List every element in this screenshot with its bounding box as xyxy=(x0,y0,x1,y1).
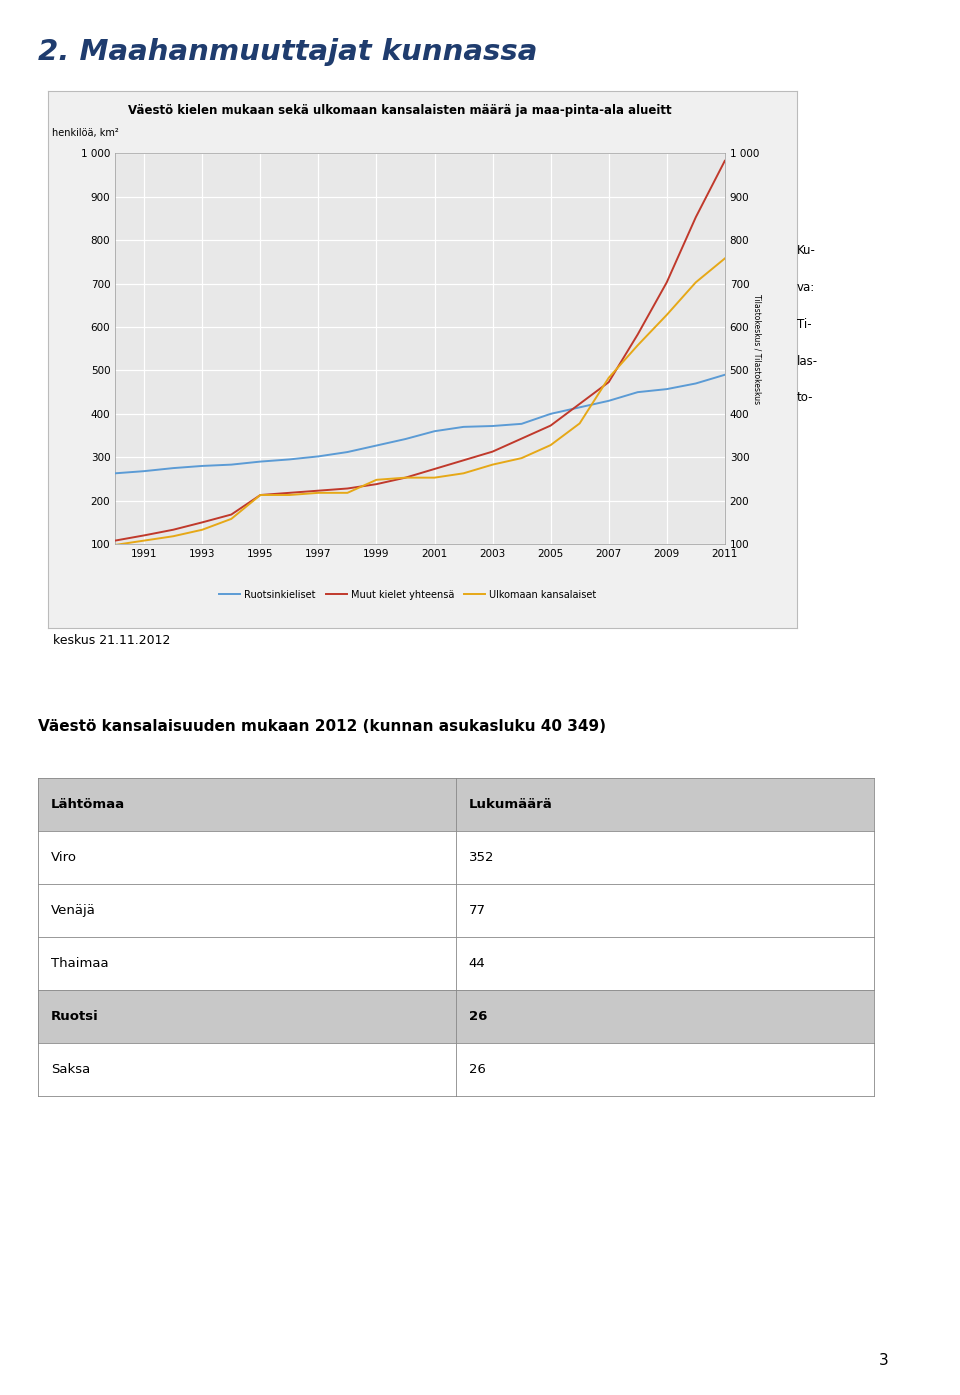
Text: Thaimaa: Thaimaa xyxy=(51,957,108,971)
Text: 26: 26 xyxy=(468,1063,486,1077)
Text: 26: 26 xyxy=(468,1010,487,1024)
Text: 352: 352 xyxy=(468,851,494,865)
Text: Väestö kielen mukaan sekä ulkomaan kansalaisten määrä ja maa-pinta-ala alueitt: Väestö kielen mukaan sekä ulkomaan kansa… xyxy=(128,105,672,117)
Text: Ku-: Ku- xyxy=(797,244,816,257)
Text: va:: va: xyxy=(797,280,815,294)
Text: Ti-: Ti- xyxy=(797,318,811,331)
Text: keskus 21.11.2012: keskus 21.11.2012 xyxy=(53,633,170,647)
Text: Venäjä: Venäjä xyxy=(51,904,96,918)
Text: Saksa: Saksa xyxy=(51,1063,90,1077)
Text: las-: las- xyxy=(797,354,818,368)
Text: Viro: Viro xyxy=(51,851,77,865)
Text: Ruotsi: Ruotsi xyxy=(51,1010,99,1024)
Text: Lukumäärä: Lukumäärä xyxy=(468,798,552,812)
Y-axis label: Tilastokeskus / Tilastokeskus: Tilastokeskus / Tilastokeskus xyxy=(753,294,762,403)
Text: henkilöä, km²: henkilöä, km² xyxy=(52,128,118,138)
Text: 2. Maahanmuuttajat kunnassa: 2. Maahanmuuttajat kunnassa xyxy=(38,38,538,66)
Text: 44: 44 xyxy=(468,957,485,971)
Text: 3: 3 xyxy=(878,1353,888,1368)
Text: Lähtömaa: Lähtömaa xyxy=(51,798,125,812)
Text: Väestö kansalaisuuden mukaan 2012 (kunnan asukasluku 40 349): Väestö kansalaisuuden mukaan 2012 (kunna… xyxy=(38,720,607,734)
Text: to-: to- xyxy=(797,392,813,405)
Legend: Ruotsinkieliset, Muut kielet yhteensä, Ulkomaan kansalaiset: Ruotsinkieliset, Muut kielet yhteensä, U… xyxy=(215,586,600,604)
Text: 77: 77 xyxy=(468,904,486,918)
